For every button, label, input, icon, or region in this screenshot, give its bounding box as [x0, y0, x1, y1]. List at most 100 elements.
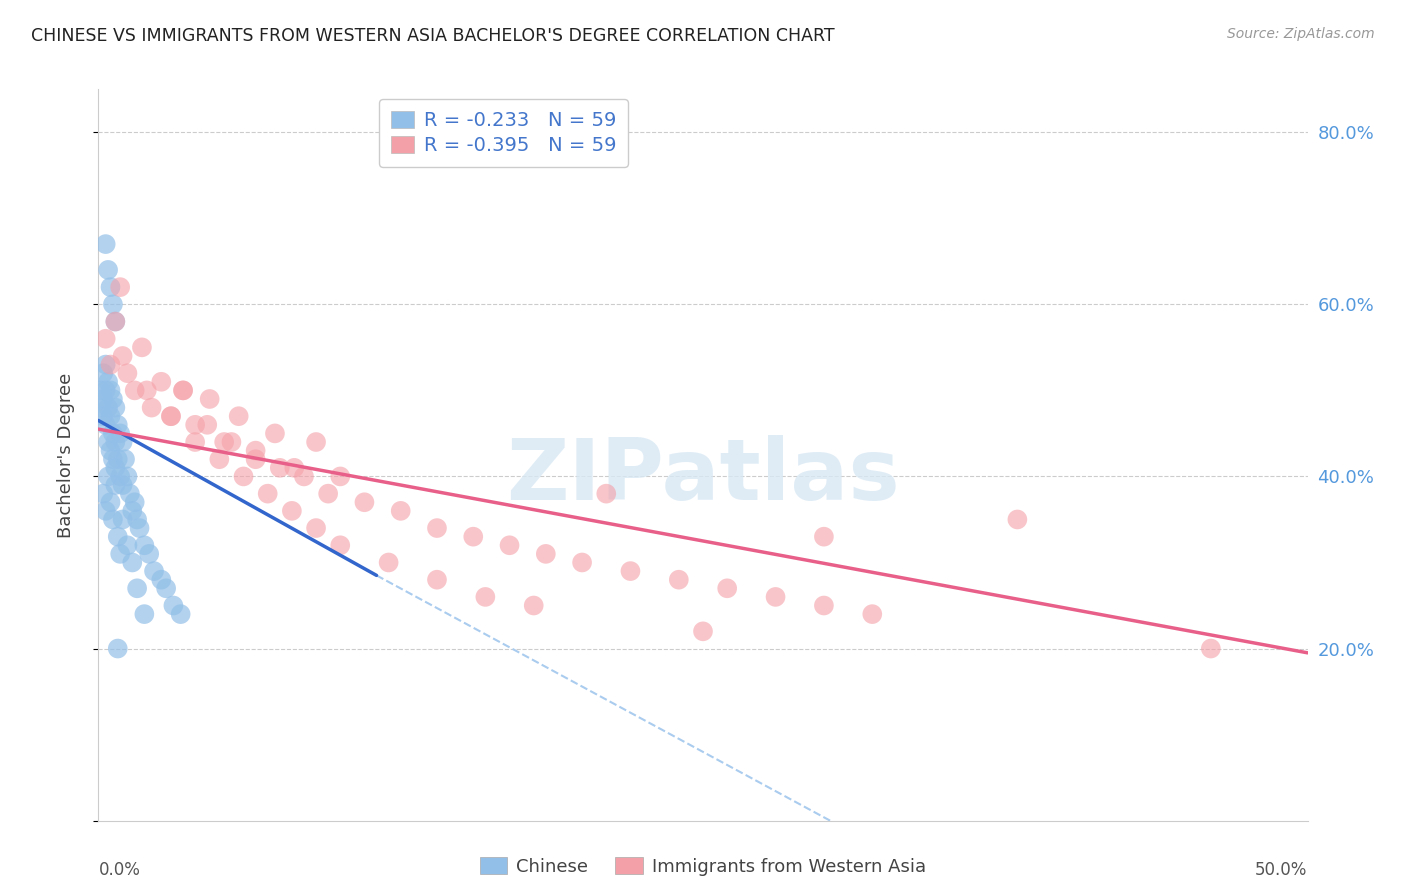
Point	[91, 409, 114, 424]
Point	[107, 641, 129, 656]
Point	[111, 512, 134, 526]
Point	[121, 556, 143, 570]
Point	[91, 366, 114, 380]
Point	[256, 486, 278, 500]
Point	[134, 607, 156, 621]
Point	[108, 469, 131, 483]
Point	[94, 237, 117, 252]
Point	[619, 564, 641, 578]
Legend: R = -0.233   N = 59, R = -0.395   N = 59: R = -0.233 N = 59, R = -0.395 N = 59	[380, 99, 628, 167]
Point	[160, 409, 183, 424]
Point	[121, 504, 143, 518]
Point	[668, 573, 690, 587]
Point	[172, 384, 194, 398]
Point	[150, 375, 173, 389]
Point	[90, 384, 112, 398]
Text: 50.0%: 50.0%	[1256, 861, 1308, 879]
Point	[195, 417, 218, 432]
Point	[127, 512, 149, 526]
Point	[97, 401, 120, 415]
Point	[104, 314, 127, 328]
Point	[329, 538, 352, 552]
Point	[101, 426, 124, 441]
Point	[377, 556, 399, 570]
Point	[107, 452, 129, 467]
Point	[184, 435, 207, 450]
Point	[245, 452, 267, 467]
Point	[426, 521, 449, 535]
Point	[169, 607, 191, 621]
Point	[127, 582, 149, 596]
Point	[474, 590, 496, 604]
Point	[124, 495, 146, 509]
Point	[571, 556, 593, 570]
Point	[316, 486, 339, 500]
Y-axis label: Bachelor's Degree: Bachelor's Degree	[56, 372, 75, 538]
Point	[101, 392, 124, 406]
Point	[245, 443, 267, 458]
Point	[104, 478, 127, 492]
Point	[117, 538, 139, 552]
Point	[426, 573, 449, 587]
Point	[329, 469, 352, 483]
Point	[813, 599, 835, 613]
Point	[595, 486, 617, 500]
Point	[101, 297, 124, 311]
Point	[94, 384, 117, 398]
Point	[104, 460, 127, 475]
Point	[860, 607, 883, 621]
Point	[208, 452, 231, 467]
Point	[100, 443, 122, 458]
Point	[281, 504, 304, 518]
Point	[716, 582, 738, 596]
Point	[389, 504, 412, 518]
Point	[104, 401, 127, 415]
Point	[212, 435, 235, 450]
Point	[94, 332, 117, 346]
Point	[100, 495, 122, 509]
Point	[111, 349, 134, 363]
Point	[228, 409, 250, 424]
Point	[108, 280, 131, 294]
Point	[107, 417, 129, 432]
Point	[131, 340, 153, 354]
Point	[108, 547, 131, 561]
Point	[150, 573, 173, 587]
Point	[463, 530, 485, 544]
Point	[143, 564, 166, 578]
Point	[97, 469, 120, 483]
Point	[523, 599, 546, 613]
Point	[97, 375, 120, 389]
Point	[534, 547, 557, 561]
Point	[184, 417, 207, 432]
Point	[100, 409, 122, 424]
Point	[91, 486, 114, 500]
Point	[94, 417, 117, 432]
Point	[305, 435, 328, 450]
Point	[305, 521, 328, 535]
Point	[162, 599, 184, 613]
Point	[128, 521, 150, 535]
Point	[813, 530, 835, 544]
Point	[117, 469, 139, 483]
Point	[94, 358, 117, 372]
Point	[1199, 641, 1222, 656]
Point	[498, 538, 520, 552]
Point	[269, 460, 291, 475]
Point	[264, 426, 287, 441]
Point	[90, 401, 112, 415]
Point	[97, 263, 120, 277]
Point	[138, 547, 160, 561]
Point	[160, 409, 183, 424]
Text: ZIPatlas: ZIPatlas	[506, 435, 900, 518]
Point	[94, 504, 117, 518]
Point	[141, 401, 163, 415]
Point	[135, 384, 157, 398]
Point	[118, 486, 141, 500]
Legend: Chinese, Immigrants from Western Asia: Chinese, Immigrants from Western Asia	[472, 850, 934, 883]
Point	[104, 314, 127, 328]
Point	[765, 590, 787, 604]
Point	[101, 452, 124, 467]
Point	[100, 384, 122, 398]
Point	[111, 435, 134, 450]
